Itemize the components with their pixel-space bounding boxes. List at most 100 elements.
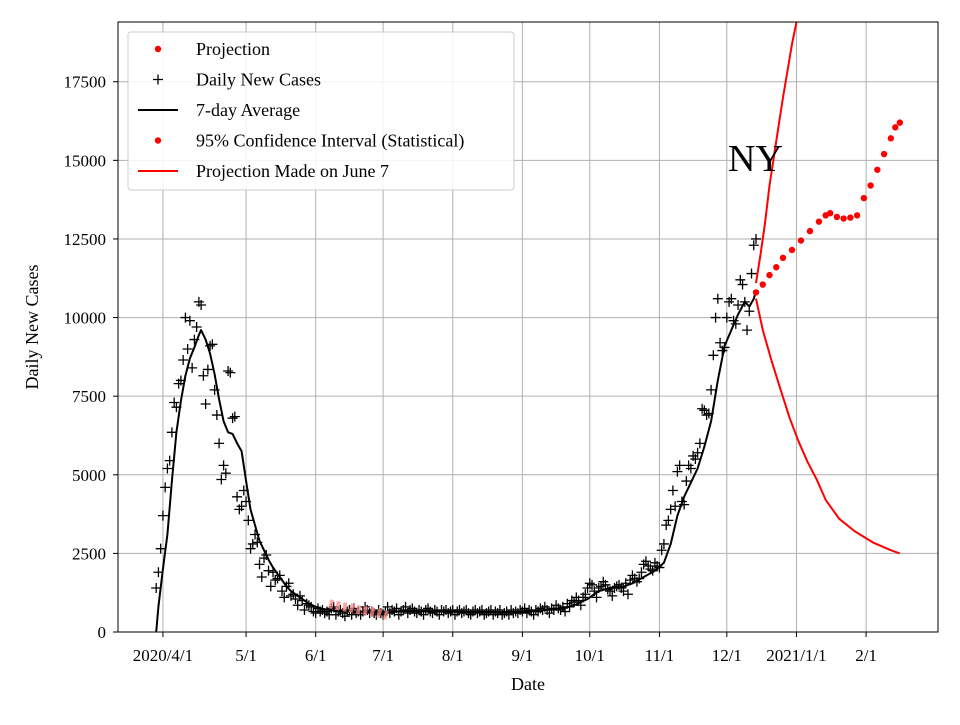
daily-case-point	[155, 543, 166, 554]
daily-case-point	[580, 589, 591, 600]
x-tick-label: 8/1	[442, 646, 464, 665]
daily-case-point	[225, 367, 236, 378]
daily-case-point	[187, 362, 198, 373]
y-tick-label: 5000	[72, 466, 106, 485]
projection-point	[797, 237, 805, 244]
daily-case-point	[535, 603, 546, 614]
x-tick-label: 7/1	[372, 646, 394, 665]
legend-label: Projection	[196, 39, 270, 59]
daily-case-point	[200, 399, 211, 410]
y-tick-label: 15000	[64, 151, 107, 170]
daily-case-point	[721, 312, 732, 323]
daily-case-point	[600, 579, 611, 590]
daily-case-point	[387, 604, 398, 615]
x-tick-label: 6/1	[305, 646, 327, 665]
june7-projection-line	[328, 599, 389, 620]
daily-case-point	[690, 454, 701, 465]
projection-point	[752, 289, 760, 296]
daily-case-point	[292, 600, 303, 611]
region-annotation: NY	[728, 138, 783, 180]
projection-point	[874, 166, 881, 173]
daily-case-point	[742, 325, 753, 336]
daily-case-point	[151, 582, 162, 593]
daily-case-point	[692, 447, 703, 458]
projection-point	[815, 218, 823, 225]
daily-case-point	[672, 466, 683, 477]
daily-case-point	[166, 427, 177, 438]
daily-case-point	[214, 438, 225, 449]
projection-point	[896, 119, 904, 126]
daily-case-point	[667, 485, 678, 496]
projection-point	[779, 254, 787, 262]
daily-case-point	[218, 460, 229, 471]
daily-case-point	[339, 611, 350, 622]
daily-case-point	[640, 556, 651, 567]
daily-case-point	[515, 604, 526, 615]
daily-case-point	[157, 510, 168, 521]
daily-case-point	[162, 463, 173, 474]
daily-case-point	[622, 589, 633, 600]
daily-case-point	[202, 364, 213, 375]
legend-dot-marker	[154, 45, 162, 53]
daily-case-point	[746, 268, 757, 279]
daily-case-point	[587, 579, 598, 590]
daily-case-point	[277, 586, 287, 597]
daily-case-point	[663, 515, 674, 526]
legend-label: 95% Confidence Interval (Statistical)	[196, 131, 464, 152]
legend-label: 7-day Average	[196, 100, 300, 120]
daily-case-point	[232, 491, 243, 502]
projection-point	[773, 264, 780, 271]
daily-case-point	[708, 350, 719, 361]
daily-case-point	[751, 233, 762, 244]
legend-label: Projection Made on June 7	[196, 161, 389, 181]
daily-case-point	[270, 575, 281, 586]
daily-case-point	[243, 515, 254, 526]
daily-case-point	[636, 567, 647, 578]
data-marks	[151, 22, 904, 632]
daily-case-point	[182, 344, 193, 355]
y-axis-label: Daily New Cases	[22, 265, 42, 390]
projection-point	[806, 227, 814, 235]
daily-case-point	[207, 339, 218, 350]
projection-point	[880, 150, 888, 158]
y-tick-label: 12500	[64, 230, 107, 249]
projection-point	[847, 214, 854, 221]
x-tick-label: 2021/1/1	[766, 646, 826, 665]
daily-case-point	[591, 592, 602, 603]
daily-case-point	[211, 410, 222, 421]
daily-case-point	[697, 403, 708, 414]
daily-case-point	[184, 315, 195, 326]
daily-case-point	[196, 299, 207, 310]
daily-case-point	[706, 384, 717, 395]
legend-box	[127, 31, 515, 191]
daily-case-point	[712, 293, 723, 304]
daily-case-point	[405, 604, 416, 615]
daily-case-point	[685, 463, 696, 474]
daily-case-point	[701, 410, 712, 421]
projection-point	[892, 124, 899, 131]
x-tick-label: 2020/4/1	[133, 646, 193, 665]
axes-frame	[117, 21, 939, 633]
daily-case-point	[674, 460, 685, 471]
plot-area	[151, 22, 904, 632]
axis-ticks: 2020/4/1 5/1 6/1 7/1 8/1 9/1 10/1 11/1 12/1 2021/…	[64, 73, 877, 665]
projection-point	[887, 135, 895, 142]
y-tick-label: 7500	[72, 387, 106, 406]
daily-case-point	[169, 397, 180, 408]
daily-case-point	[236, 501, 247, 512]
daily-case-point	[681, 476, 692, 487]
projection-point	[788, 246, 796, 254]
projection-point	[840, 215, 847, 222]
daily-case-point	[310, 608, 321, 619]
x-tick-label: 11/1	[645, 646, 675, 665]
daily-case-point	[229, 411, 240, 422]
projection-point	[833, 213, 841, 221]
daily-case-point	[299, 604, 310, 615]
y-tick-label: 2500	[72, 544, 106, 563]
y-tick-label: 0	[98, 623, 107, 642]
daily-case-point	[263, 565, 274, 576]
daily-case-point	[658, 538, 669, 549]
daily-case-point	[178, 355, 189, 366]
